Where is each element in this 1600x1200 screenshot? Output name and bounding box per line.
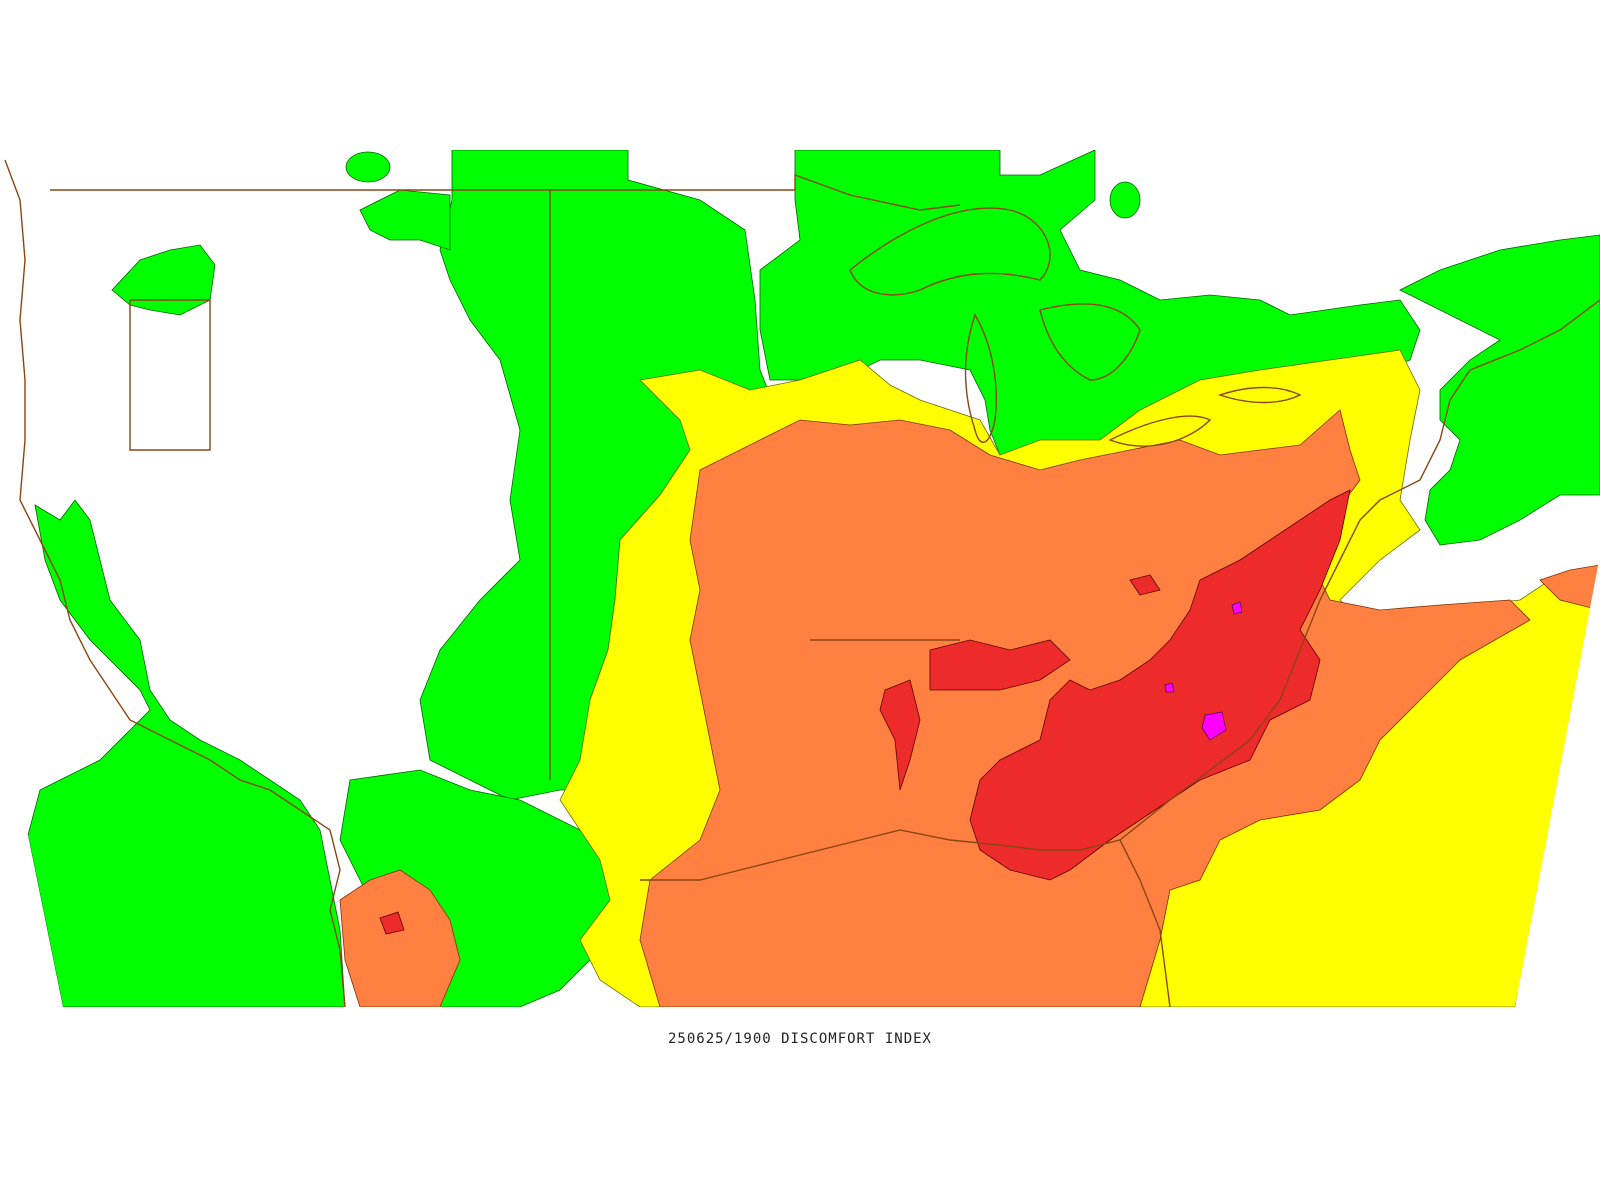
green-region-northeast — [1399, 234, 1600, 546]
red-region-mexico — [379, 911, 405, 935]
mask-left — [0, 830, 63, 1007]
mask-top — [0, 0, 1600, 150]
lake-superior — [849, 207, 1051, 296]
lake-ontario — [1217, 386, 1302, 404]
green-level-regions — [27, 149, 1600, 1008]
red-region-tennessee — [929, 639, 1071, 691]
lake-huron — [1039, 303, 1141, 381]
mask-bottom — [0, 1007, 1600, 1200]
green-blob-2 — [345, 151, 391, 183]
red-level-regions — [379, 489, 1351, 935]
magenta-region-georgia — [1164, 682, 1175, 693]
magenta-level-regions — [1164, 601, 1243, 741]
green-region-pacific-northwest — [111, 244, 216, 316]
orange-region-mexico — [339, 869, 461, 1008]
green-region-high-plains — [359, 189, 451, 251]
green-region-california — [27, 499, 346, 1008]
map-caption: 250625/1900 DISCOMFORT INDEX — [667, 1031, 932, 1047]
border-canada-us — [50, 174, 961, 211]
orange-region-east — [1539, 564, 1600, 611]
coastline-gulf — [640, 829, 1171, 1008]
green-blob-1 — [1109, 181, 1141, 219]
magenta-region-virginia — [1231, 601, 1243, 615]
mask-right — [1515, 555, 1600, 1007]
red-region-ohio — [1129, 574, 1161, 596]
lake-michigan — [964, 313, 997, 443]
magenta-region-carolina — [1201, 711, 1227, 741]
state-lines-west — [129, 299, 211, 451]
coastline-east — [1119, 299, 1600, 841]
red-region-southeast — [969, 489, 1351, 881]
lake-erie — [1108, 415, 1212, 447]
boundaries — [4, 159, 1600, 1008]
coastline-west — [4, 159, 346, 1008]
red-region-mississippi — [879, 679, 921, 791]
